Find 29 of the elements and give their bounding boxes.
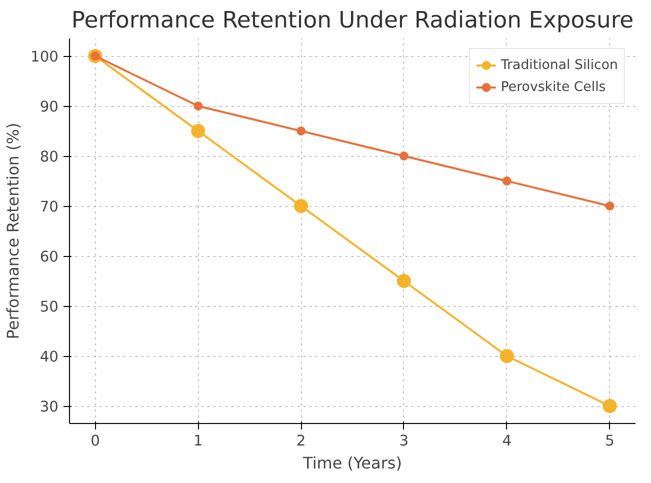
y-tick-label: 70 [40,198,59,216]
x-tick-label: 0 [90,432,100,450]
x-tick-label: 4 [502,432,512,450]
chart-title: Performance Retention Under Radiation Exposure [71,8,634,34]
y-tick-label: 50 [40,298,59,316]
y-tick-label: 100 [30,48,59,66]
y-tick-label: 90 [40,98,59,116]
x-axis-title: Time (Years) [302,454,402,472]
legend-label: Traditional Silicon [500,58,618,72]
point [500,349,514,363]
y-tick-label: 60 [40,248,59,266]
x-tick-label: 3 [399,432,409,450]
y-tick-label: 40 [40,348,59,366]
point [502,176,512,186]
point [294,199,308,213]
legend-label: Perovskite Cells [500,80,606,94]
x-tick-label: 2 [296,432,306,450]
point [605,202,614,210]
point [296,126,306,136]
y-axis-title: Performance Retention (%) [4,122,23,340]
point [399,152,408,160]
y-tick-label: 30 [40,398,59,416]
x-tick-label: 1 [193,432,203,450]
point [194,102,203,110]
point [191,124,206,138]
point [602,399,617,413]
y-tick-label: 80 [40,148,59,166]
x-tick-label: 5 [605,432,614,450]
point [396,274,411,288]
